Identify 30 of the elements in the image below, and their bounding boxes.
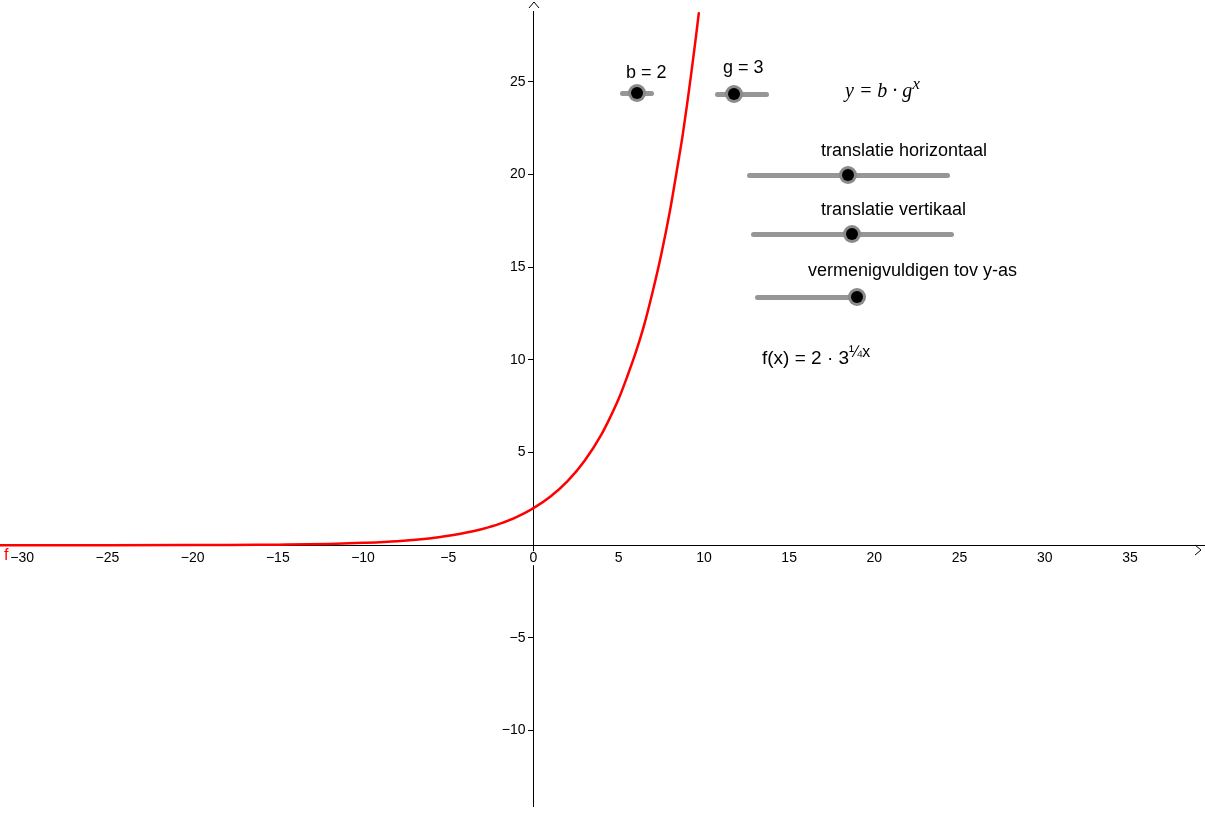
x-tick-label: 15	[781, 549, 798, 566]
x-tick-label: −20	[180, 549, 205, 566]
x-tick-label: −25	[95, 549, 120, 566]
x-tick-label: 10	[696, 549, 712, 566]
y-tick-label: −10	[501, 721, 526, 738]
y-tick-label: 25	[509, 72, 526, 89]
x-tick-label: −30	[10, 549, 35, 566]
x-tick-label: 35	[1122, 549, 1138, 566]
annotation: g = 3	[723, 57, 764, 77]
y-tick-label: −5	[509, 628, 526, 645]
annotation: y = b · g$^{x}$	[845, 74, 920, 101]
x-tick-label: 5	[614, 549, 623, 566]
x-tick-label: 0	[529, 549, 538, 566]
x-tick-label: 25	[951, 549, 968, 566]
y-tick-label: 10	[509, 350, 526, 367]
y-tick-label: 15	[509, 258, 526, 275]
x-tick-label: −5	[440, 549, 457, 566]
y-tick-label: 5	[517, 443, 526, 460]
annotation: vermenigvuldigen tov y-as	[808, 260, 1018, 280]
annotation: f(x) = 2 · 3$^{¼x}$	[762, 343, 871, 369]
annotation: translatie vertikaal	[821, 199, 967, 219]
x-tick-label: 20	[866, 549, 883, 566]
line-series	[0, 12, 701, 547]
series-label: f	[4, 545, 9, 563]
annotation: translatie horizontaal	[821, 140, 988, 160]
x-tick-label: −10	[351, 549, 376, 566]
annotation: b = 2	[626, 62, 667, 82]
x-tick-label: 30	[1037, 549, 1053, 566]
y-tick-label: 20	[509, 165, 526, 182]
x-tick-label: −15	[265, 549, 290, 566]
